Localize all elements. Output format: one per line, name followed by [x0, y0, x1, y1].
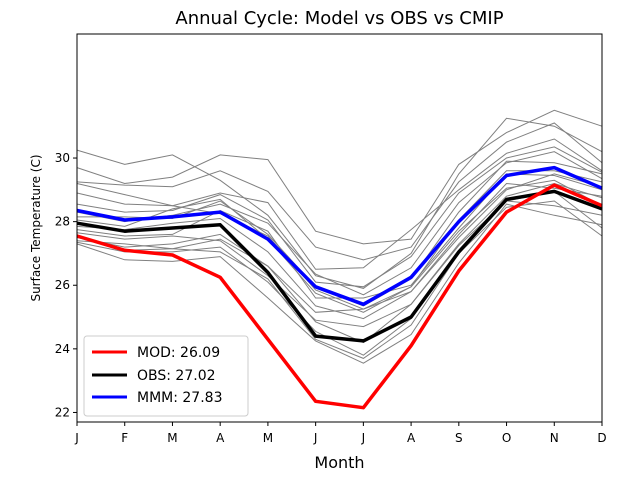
- x-tick-label: A: [216, 431, 225, 445]
- y-tick-label: 28: [55, 215, 70, 229]
- series-line-obs: [76, 189, 603, 343]
- cmip-member-line: [76, 138, 603, 270]
- y-tick-label: 30: [55, 151, 70, 165]
- x-tick-label: O: [502, 431, 511, 445]
- cmip-member-line: [76, 179, 603, 310]
- y-tick-label: 26: [55, 278, 70, 292]
- x-tick-label: N: [550, 431, 559, 445]
- x-tick-label: F: [121, 431, 128, 445]
- x-tick-label: D: [597, 431, 606, 445]
- cmip-member-line: [76, 117, 603, 289]
- cmip-member-line: [76, 182, 603, 320]
- tick-marks: [73, 157, 603, 426]
- legend-label-mmm: MMM: 27.83: [137, 390, 222, 406]
- cmip-member-line: [76, 170, 603, 313]
- y-axis-label: Surface Temperature (C): [29, 154, 43, 301]
- cmip-member-line: [76, 109, 603, 245]
- x-tick-label: M: [263, 431, 273, 445]
- x-tick-label: J: [361, 431, 366, 445]
- y-tick-labels: 22 24 26 28 30: [55, 151, 70, 419]
- y-tick-label: 24: [55, 342, 70, 356]
- series-line-mmm: [76, 165, 603, 307]
- main-series: [76, 165, 603, 410]
- x-tick-label: A: [407, 431, 416, 445]
- cmip-member-line: [76, 200, 603, 356]
- x-tick-label: J: [313, 431, 318, 445]
- legend-label-obs: OBS: 27.02: [137, 368, 216, 384]
- plot-frame: [76, 33, 603, 423]
- cmip-member-line: [76, 182, 603, 344]
- legend-label-mod: MOD: 26.09: [137, 345, 220, 361]
- x-tick-label: J: [74, 431, 79, 445]
- cmip-member-line: [76, 122, 603, 261]
- x-tick-label: S: [455, 431, 463, 445]
- x-tick-label: M: [167, 431, 177, 445]
- chart-title: Annual Cycle: Model vs OBS vs CMIP: [175, 8, 503, 29]
- legend: MOD: 26.09 OBS: 27.02 MMM: 27.83: [83, 335, 249, 417]
- y-tick-label: 22: [55, 405, 70, 419]
- series-line-mod: [76, 183, 603, 410]
- x-axis-label: Month: [314, 453, 364, 472]
